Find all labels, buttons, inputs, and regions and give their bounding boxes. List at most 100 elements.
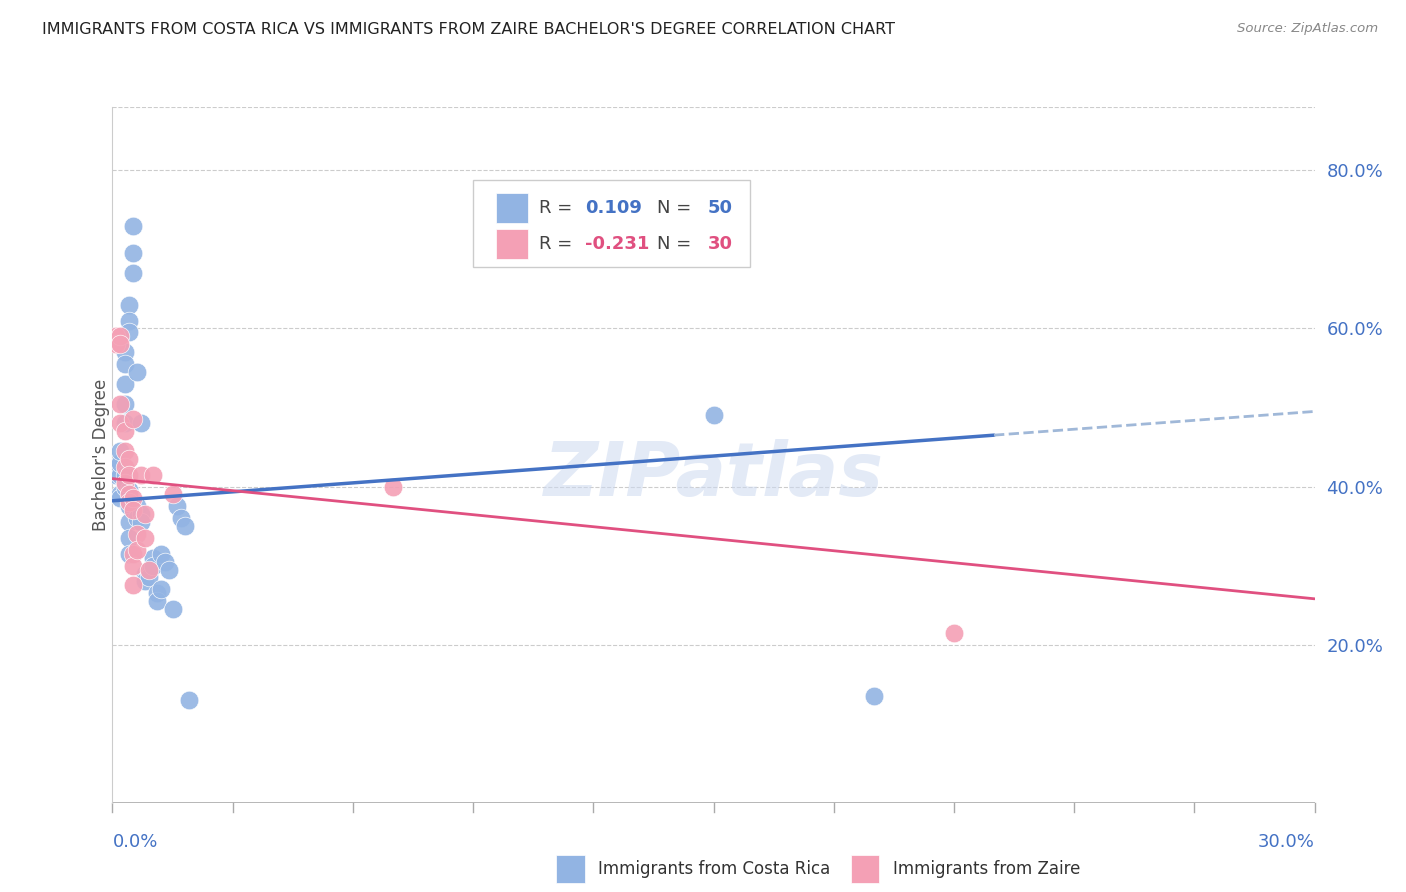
- Point: [105, 329, 128, 343]
- Point: [129, 515, 152, 529]
- Point: [114, 396, 136, 410]
- Point: [121, 578, 143, 592]
- Point: [117, 547, 139, 561]
- Text: Source: ZipAtlas.com: Source: ZipAtlas.com: [1237, 22, 1378, 36]
- Point: [162, 602, 184, 616]
- FancyBboxPatch shape: [472, 180, 749, 267]
- Point: [110, 467, 132, 482]
- Point: [121, 219, 143, 233]
- Point: [153, 555, 176, 569]
- Point: [117, 515, 139, 529]
- Text: R =: R =: [540, 199, 578, 217]
- Point: [125, 500, 148, 514]
- Point: [125, 365, 148, 379]
- Text: 30: 30: [707, 235, 733, 253]
- Point: [117, 298, 139, 312]
- Point: [138, 563, 160, 577]
- FancyBboxPatch shape: [555, 855, 585, 883]
- Point: [114, 376, 136, 391]
- Text: Immigrants from Costa Rica: Immigrants from Costa Rica: [598, 860, 831, 878]
- Point: [145, 586, 167, 600]
- Text: N =: N =: [657, 199, 697, 217]
- Point: [141, 467, 163, 482]
- Point: [114, 467, 136, 482]
- Point: [125, 511, 148, 525]
- Point: [149, 547, 172, 561]
- Point: [134, 507, 156, 521]
- Point: [117, 313, 139, 327]
- Text: 0.0%: 0.0%: [112, 833, 157, 851]
- Point: [110, 396, 132, 410]
- Point: [114, 459, 136, 474]
- Point: [157, 563, 180, 577]
- Point: [382, 479, 405, 493]
- Point: [105, 467, 128, 482]
- Y-axis label: Bachelor's Degree: Bachelor's Degree: [93, 379, 110, 531]
- Point: [121, 412, 143, 426]
- Point: [105, 337, 128, 351]
- Point: [141, 558, 163, 573]
- Point: [134, 566, 156, 581]
- Point: [110, 456, 132, 470]
- Point: [162, 487, 184, 501]
- Point: [117, 487, 139, 501]
- Point: [121, 503, 143, 517]
- Point: [117, 495, 139, 509]
- Point: [121, 547, 143, 561]
- Point: [134, 531, 156, 545]
- Point: [942, 625, 965, 640]
- Point: [177, 693, 200, 707]
- Point: [169, 511, 191, 525]
- Point: [129, 507, 152, 521]
- Point: [134, 574, 156, 589]
- Point: [114, 479, 136, 493]
- Point: [114, 357, 136, 371]
- Point: [117, 326, 139, 340]
- Point: [166, 500, 188, 514]
- Text: Immigrants from Zaire: Immigrants from Zaire: [893, 860, 1080, 878]
- Point: [110, 444, 132, 458]
- Point: [110, 329, 132, 343]
- Text: 0.109: 0.109: [585, 199, 641, 217]
- Point: [138, 570, 160, 584]
- Point: [173, 519, 195, 533]
- Point: [114, 424, 136, 438]
- Point: [114, 444, 136, 458]
- FancyBboxPatch shape: [496, 194, 529, 222]
- Point: [141, 550, 163, 565]
- Text: 30.0%: 30.0%: [1258, 833, 1315, 851]
- Point: [114, 417, 136, 431]
- Point: [117, 451, 139, 466]
- FancyBboxPatch shape: [496, 229, 529, 259]
- Point: [114, 475, 136, 490]
- Point: [149, 582, 172, 597]
- Point: [138, 563, 160, 577]
- Point: [117, 531, 139, 545]
- Point: [702, 409, 725, 423]
- Point: [117, 467, 139, 482]
- Text: ZIPatlas: ZIPatlas: [544, 439, 883, 512]
- Point: [121, 266, 143, 280]
- Point: [125, 527, 148, 541]
- Text: R =: R =: [540, 235, 578, 253]
- FancyBboxPatch shape: [851, 855, 879, 883]
- Point: [117, 483, 139, 498]
- Point: [145, 594, 167, 608]
- Point: [121, 491, 143, 506]
- Point: [117, 500, 139, 514]
- Point: [110, 337, 132, 351]
- Point: [121, 558, 143, 573]
- Point: [125, 542, 148, 557]
- Text: N =: N =: [657, 235, 697, 253]
- Point: [114, 345, 136, 359]
- Text: -0.231: -0.231: [585, 235, 650, 253]
- Text: IMMIGRANTS FROM COSTA RICA VS IMMIGRANTS FROM ZAIRE BACHELOR'S DEGREE CORRELATIO: IMMIGRANTS FROM COSTA RICA VS IMMIGRANTS…: [42, 22, 896, 37]
- Point: [129, 417, 152, 431]
- Point: [110, 487, 132, 501]
- Point: [863, 689, 886, 703]
- Point: [105, 459, 128, 474]
- Point: [110, 491, 132, 506]
- Text: 50: 50: [707, 199, 733, 217]
- Point: [110, 417, 132, 431]
- Point: [129, 467, 152, 482]
